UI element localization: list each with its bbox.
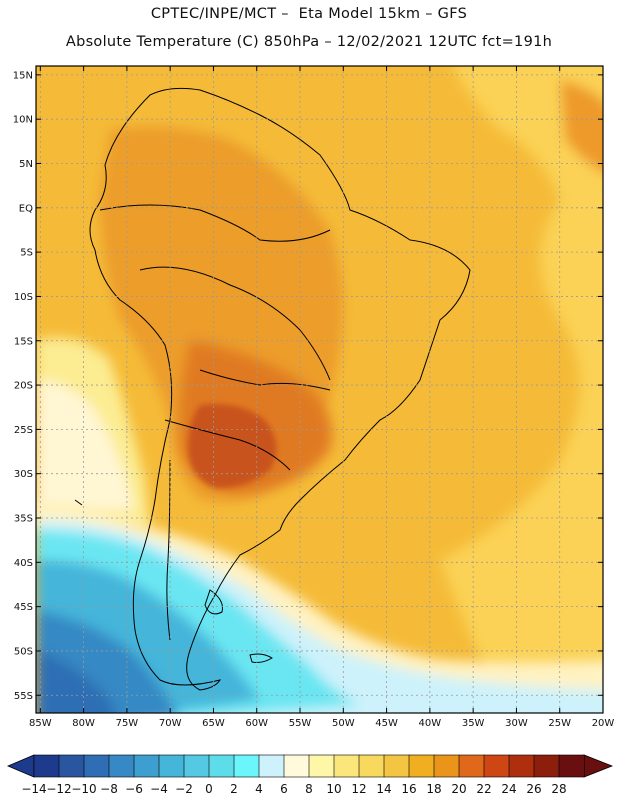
colorbar-swatch	[283, 754, 310, 778]
lat-tick-label: 30S	[14, 469, 33, 480]
colorbar-arrow-high	[583, 754, 614, 778]
island-pacific	[74, 499, 83, 506]
field-dark-blue	[36, 650, 115, 713]
longitude-ticks: 85W 80W 75W 70W 65W 60W 55W 50W 45W 40W 35W 30W 25W 2…	[29, 66, 614, 729]
lon-tick-label: 20W	[592, 718, 615, 729]
colorbar-swatch	[58, 754, 85, 778]
lat-tick-label: 15S	[14, 336, 33, 347]
south-america-coast	[89, 87, 471, 691]
valdes-coast	[204, 589, 223, 615]
field-atlantic-yellow	[440, 66, 603, 700]
lon-tick-label: 50W	[332, 718, 355, 729]
colorbar-swatch	[358, 754, 385, 778]
colorbar-label: −14	[21, 782, 46, 796]
colorbar-swatch	[408, 754, 435, 778]
lon-tick-label: 45W	[375, 718, 398, 729]
colorbar-label: −12	[46, 782, 71, 796]
lon-tick-label: 60W	[245, 718, 268, 729]
falklands	[249, 653, 273, 663]
lat-tick-label: 45S	[14, 602, 33, 613]
coastline	[74, 87, 471, 691]
colorbar-swatch	[333, 754, 360, 778]
lat-tick-label: 10S	[14, 292, 33, 303]
colorbar: −14 −12 −10 −8 −6 −4 −2 0 2 4 6 8 10 12 14 16 18 20 22 24 26…	[6, 754, 614, 796]
colorbar-swatch	[433, 754, 460, 778]
chart-title-field: Absolute Temperature (C) 850hPa – 12/02/…	[65, 34, 553, 50]
lon-tick-label: 70W	[159, 718, 182, 729]
central-border	[199, 369, 331, 391]
lat-tick-label: 5N	[19, 159, 33, 170]
colorbar-swatch	[233, 754, 260, 778]
colorbar-label: 4	[255, 782, 263, 796]
colorbar-label: 14	[376, 782, 391, 796]
lat-tick-label: 5S	[20, 248, 33, 259]
colorbar-swatch	[133, 754, 160, 778]
plot-frame	[35, 65, 604, 714]
colorbar-label: −6	[125, 782, 143, 796]
lat-tick-label: 35S	[14, 514, 33, 525]
field-pacific-cream	[36, 380, 135, 510]
colorbar-label: 2	[230, 782, 238, 796]
temperature-field	[36, 66, 603, 713]
colorbar-label: −10	[71, 782, 96, 796]
colorbar-label: 12	[351, 782, 366, 796]
lon-tick-label: 55W	[289, 718, 312, 729]
lat-tick-label: EQ	[19, 203, 33, 214]
northern-border	[99, 204, 331, 242]
lon-tick-label: 80W	[72, 718, 95, 729]
colorbar-swatch	[383, 754, 410, 778]
lat-tick-label: 50S	[14, 646, 33, 657]
southern-border	[164, 419, 291, 471]
lat-tick-label: 40S	[14, 558, 33, 569]
colorbar-swatch	[83, 754, 110, 778]
colorbar-label: −8	[100, 782, 118, 796]
chart-title-model: CPTEC/INPE/MCT – Eta Model 15km – GFS	[150, 6, 468, 22]
colorbar-swatch	[183, 754, 210, 778]
colorbar-label: 22	[476, 782, 491, 796]
lat-tick-label: 25S	[14, 425, 33, 436]
lon-tick-label: 25W	[548, 718, 571, 729]
colorbar-label: 28	[551, 782, 566, 796]
colorbar-swatch	[158, 754, 185, 778]
field-northeast-orange	[560, 80, 603, 173]
colorbar-label: 0	[205, 782, 213, 796]
colorbar-label: 18	[426, 782, 441, 796]
field-core-hot	[188, 404, 277, 489]
colorbar-swatch	[33, 754, 60, 778]
colorbar-label: 10	[326, 782, 341, 796]
colorbar-swatch	[108, 754, 135, 778]
colorbar-swatch	[508, 754, 535, 778]
lon-tick-label: 30W	[505, 718, 528, 729]
colorbar-swatch	[208, 754, 235, 778]
colorbar-swatch	[458, 754, 485, 778]
lon-tick-label: 75W	[116, 718, 139, 729]
colorbar-label: 6	[280, 782, 288, 796]
lon-tick-label: 85W	[29, 718, 52, 729]
colorbar-label: −4	[150, 782, 168, 796]
colorbar-label: 24	[501, 782, 516, 796]
colorbar-arrow-low	[6, 754, 35, 778]
colorbar-swatch	[258, 754, 285, 778]
colorbar-label: 20	[451, 782, 466, 796]
lon-tick-label: 40W	[419, 718, 442, 729]
andes-border	[139, 266, 331, 381]
latitude-ticks: 15N 10N 5N EQ 5S 10S 15S 20S 25S 30S 35S 40S 45S 50S 5…	[13, 70, 603, 702]
lat-tick-label: 10N	[13, 115, 33, 126]
lon-tick-label: 35W	[462, 718, 485, 729]
colorbar-swatch	[308, 754, 335, 778]
colorbar-swatch	[558, 754, 585, 778]
lat-tick-label: 15N	[13, 70, 33, 81]
lat-tick-label: 55S	[14, 691, 33, 702]
lat-tick-label: 20S	[14, 381, 33, 392]
colorbar-swatch	[483, 754, 510, 778]
colorbar-label: −2	[175, 782, 193, 796]
colorbar-label: 16	[401, 782, 416, 796]
lon-tick-label: 65W	[202, 718, 225, 729]
colorbar-label: 26	[526, 782, 541, 796]
colorbar-label: 8	[305, 782, 313, 796]
colorbar-swatch	[533, 754, 560, 778]
